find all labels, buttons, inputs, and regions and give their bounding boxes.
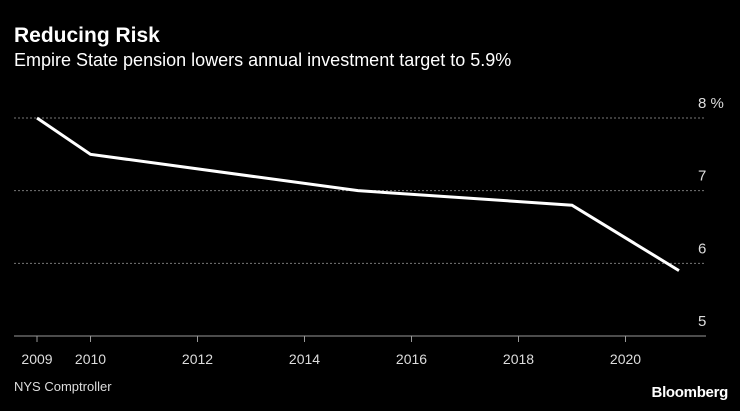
x-tick-label: 2010	[75, 351, 106, 367]
y-tick-label: 7	[698, 168, 706, 185]
x-tick-label: 2020	[610, 351, 641, 367]
chart-title: Reducing Risk	[14, 24, 160, 47]
x-tick-label: 2016	[396, 351, 427, 367]
chart-subtitle: Empire State pension lowers annual inves…	[14, 50, 512, 70]
source-note: NYS Comptroller	[14, 379, 112, 394]
x-tick-label: 2014	[289, 351, 320, 367]
y-tick-label: 5	[698, 313, 706, 330]
x-tick-label: 2009	[21, 351, 52, 367]
y-tick-label: 6	[698, 240, 706, 257]
bloomberg-logo: Bloomberg	[651, 384, 729, 401]
y-tick-label: 8 %	[698, 95, 724, 112]
x-tick-label: 2012	[182, 351, 213, 367]
x-tick-label: 2018	[503, 351, 534, 367]
series-line	[36, 116, 680, 272]
